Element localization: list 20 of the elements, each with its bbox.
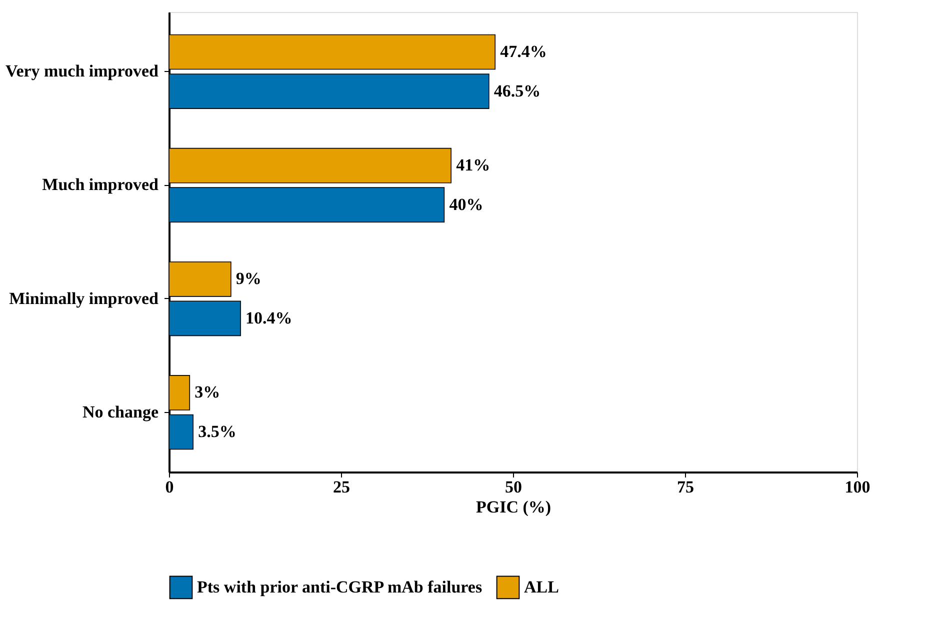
- data-label: 3.5%: [198, 422, 236, 442]
- legend-label: Pts with prior anti-CGRP mAb failures: [197, 577, 482, 596]
- y-tick-label: No change: [82, 402, 159, 422]
- data-label: 40%: [449, 194, 484, 214]
- data-label: 3%: [194, 382, 220, 402]
- x-tick-label: 50: [505, 478, 522, 496]
- data-label: 47.4%: [500, 42, 547, 61]
- data-label: 41%: [456, 156, 490, 175]
- x-tick-label: 100: [844, 478, 870, 496]
- x-tick-label: 25: [333, 478, 350, 496]
- data-label: 46.5%: [494, 81, 541, 100]
- data-label: 9%: [236, 269, 262, 288]
- x-tick-label: 0: [165, 478, 174, 496]
- x-tick-label: 75: [677, 478, 694, 496]
- y-tick-label: Minimally improved: [9, 288, 160, 308]
- data-label: 10.4%: [246, 308, 292, 328]
- x-axis-title: PGIC (%): [476, 498, 552, 516]
- y-tick-label: Very much improved: [6, 62, 160, 81]
- y-tick-label: Much improved: [42, 175, 160, 194]
- legend-label: ALL: [524, 577, 559, 596]
